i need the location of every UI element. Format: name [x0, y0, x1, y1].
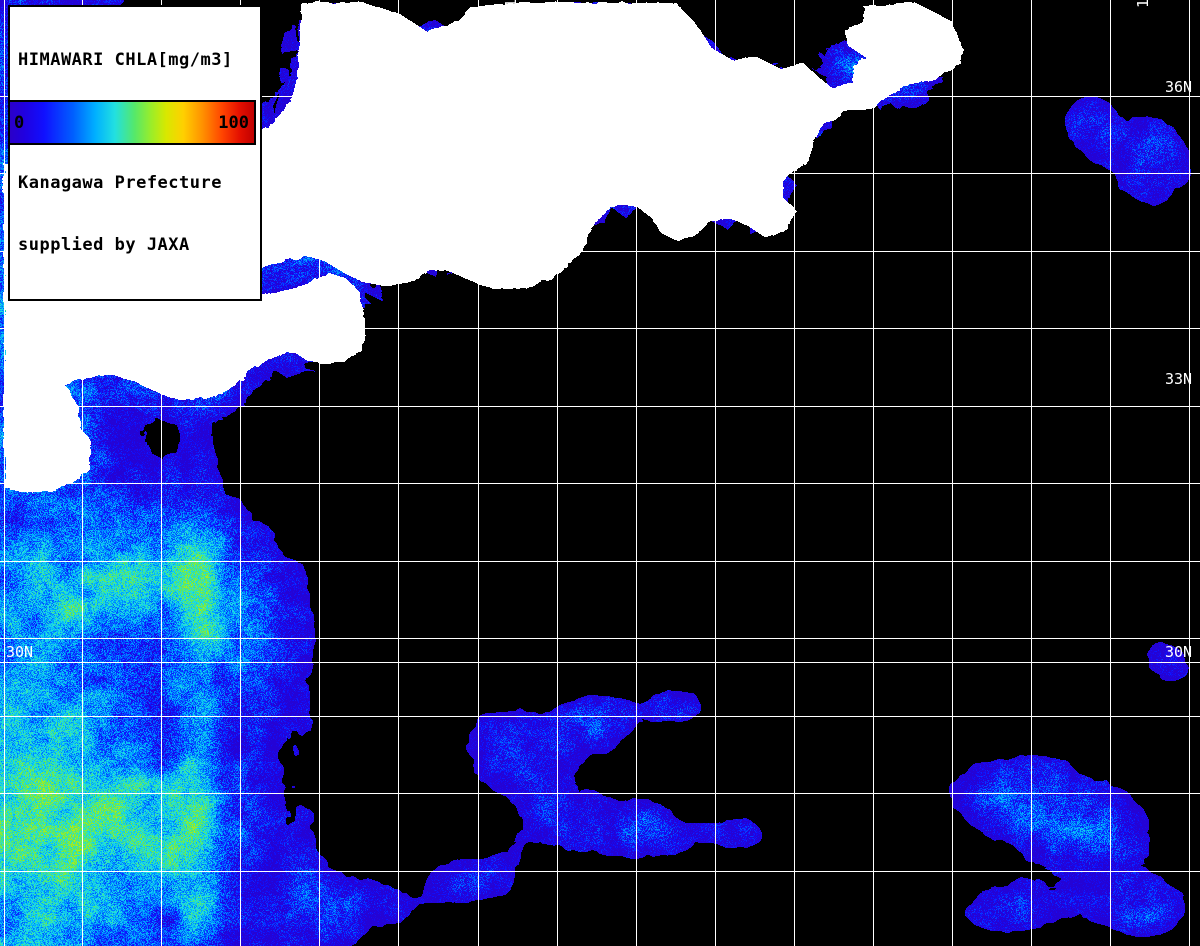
colorbar-min-label: 0	[14, 112, 25, 133]
title-box: HIMAWARI CHLA[mg/m3] 2026/03/13 05:00 (U…	[8, 5, 263, 301]
title-line-product: HIMAWARI CHLA[mg/m3]	[18, 50, 233, 70]
colorbar: 0 100	[8, 100, 256, 145]
title-line-region: Kanagawa Prefecture	[18, 173, 222, 193]
colorbar-max-label: 100	[218, 112, 249, 133]
title-line-source: supplied by JAXA	[18, 234, 190, 255]
colorbar-gradient	[10, 102, 254, 143]
